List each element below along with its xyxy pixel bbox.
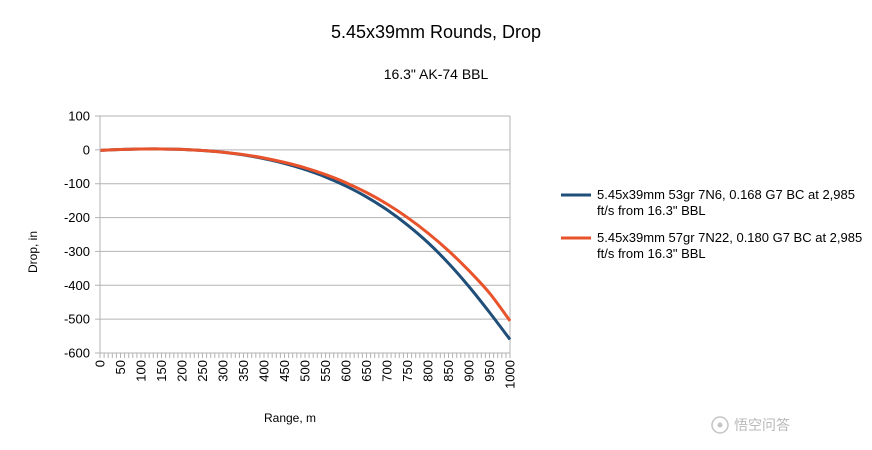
x-tick-label: 750 <box>400 360 415 382</box>
watermark-logo-icon <box>711 416 729 434</box>
legend: 5.45x39mm 53gr 7N6, 0.168 G7 BC at 2,985… <box>561 187 862 261</box>
x-tick-label: 950 <box>482 360 497 382</box>
x-tick-label: 550 <box>318 360 333 382</box>
y-tick-labels: 100 0 -100 -200 -300 -400 -500 -600 <box>64 109 90 361</box>
x-tick-label: 300 <box>216 360 231 382</box>
x-tick-label: 900 <box>462 360 477 382</box>
y-tick-label: -300 <box>64 244 90 259</box>
series-lines <box>99 147 512 341</box>
x-tick-label: 350 <box>236 360 251 382</box>
axes <box>95 115 511 358</box>
watermark-logo-dot <box>717 422 723 428</box>
x-tick-label: 450 <box>277 360 292 382</box>
y-tick-label: -200 <box>64 210 90 225</box>
plot-background <box>100 116 510 353</box>
x-tick-label: 500 <box>298 360 313 382</box>
x-axis-label: Range, m <box>264 411 316 425</box>
x-tick-label: 250 <box>195 360 210 382</box>
x-tick-label: 200 <box>175 360 190 382</box>
watermark: 悟空问答 <box>711 416 790 434</box>
y-tick-label: -500 <box>64 312 90 327</box>
legend-item-1: 5.45x39mm 53gr 7N6, 0.168 G7 BC at 2,985… <box>561 187 855 218</box>
x-tick-label: 50 <box>113 360 128 374</box>
plot-area: 1000-100-200-300-400-500-600 0 50 100 150 20… <box>64 109 518 389</box>
legend-label: 5.45x39mm 53gr 7N6, 0.168 G7 BC at 2,985… <box>597 187 855 218</box>
chart-subtitle: 16.3" AK-74 BBL <box>384 66 489 82</box>
x-tick-label: 1000 <box>503 360 518 389</box>
x-tick-label: 400 <box>257 360 272 382</box>
x-tick-label: 100 <box>134 360 149 382</box>
y-tick-label: -600 <box>64 346 90 361</box>
y-tick-label: -100 <box>64 176 90 191</box>
y-tick-label: 100 <box>68 109 90 124</box>
x-tick-label: 0 <box>93 360 108 367</box>
watermark-text: 悟空问答 <box>734 417 790 433</box>
legend-label: 5.45x39mm 57gr 7N22, 0.180 G7 BC at 2,98… <box>597 230 862 261</box>
y-axis-label: Drop, in <box>26 231 40 273</box>
x-tick-label: 700 <box>380 360 395 382</box>
y-tick-label: 0 <box>83 142 90 157</box>
x-tick-label: 850 <box>441 360 456 382</box>
y-tick-label: -400 <box>64 278 90 293</box>
x-tick-label: 800 <box>421 360 436 382</box>
legend-item-2: 5.45x39mm 57gr 7N22, 0.180 G7 BC at 2,98… <box>561 230 862 261</box>
x-tick-label: 650 <box>359 360 374 382</box>
x-tick-label: 150 <box>154 360 169 382</box>
x-tick-labels: 0 50 100 150 200 250 300 350 400 450 500 550 600 650 7… <box>93 360 518 389</box>
series-line-2 <box>99 147 512 322</box>
x-tick-label: 600 <box>339 360 354 382</box>
chart-title: 5.45x39mm Rounds, Drop <box>331 22 541 42</box>
